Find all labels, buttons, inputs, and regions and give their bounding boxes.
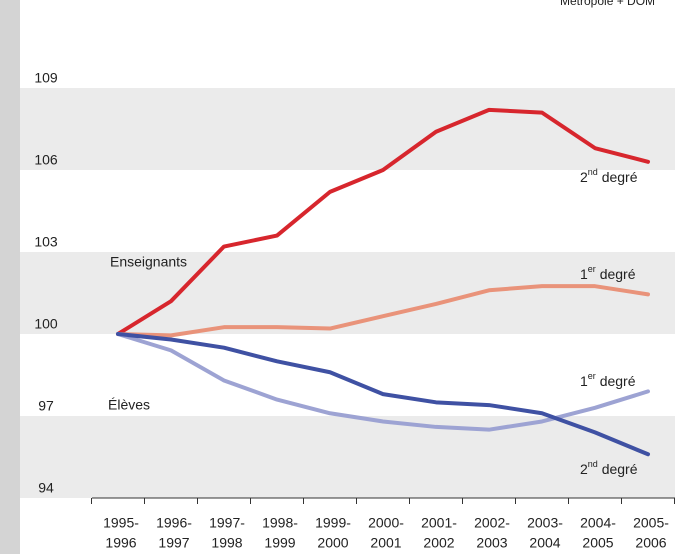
series-label: 2nd degré: [580, 459, 638, 476]
label-part: degré: [598, 169, 638, 185]
y-tick-label: 106: [34, 152, 58, 168]
series-label: 2nd degré: [580, 167, 638, 184]
annotation: Enseignants: [110, 254, 187, 270]
x-tick-label: 2002: [423, 535, 454, 551]
x-tick-label: 2000-: [368, 515, 404, 531]
label-part: 2: [580, 461, 588, 477]
x-tick-label: 2002-: [474, 515, 510, 531]
label-part: er: [588, 371, 596, 381]
grid-band: [20, 88, 675, 170]
series-label: 1er degré: [580, 264, 636, 281]
x-tick-label: 1999-: [315, 515, 351, 531]
x-tick-label: 2001: [370, 535, 401, 551]
x-tick-label: 1999: [264, 535, 295, 551]
y-tick-label: 97: [38, 398, 54, 414]
label-part: 1: [580, 373, 588, 389]
annotation: Élèves: [108, 397, 150, 413]
y-tick-label: 103: [34, 234, 58, 250]
label-part: nd: [588, 459, 598, 469]
x-tick-label: 2003: [476, 535, 507, 551]
x-tick-label: 1996: [105, 535, 136, 551]
label-part: degré: [596, 373, 636, 389]
x-tick-label: 2006: [635, 535, 666, 551]
x-tick-label: 1996-: [156, 515, 192, 531]
y-tick-label: 109: [34, 70, 58, 86]
x-tick-label: 2000: [317, 535, 348, 551]
label-part: degré: [598, 461, 638, 477]
x-tick-label: 1998: [211, 535, 242, 551]
chart-subtitle: Métropole + DOM: [560, 0, 655, 8]
x-tick-label: 2005: [582, 535, 613, 551]
grid-band: [20, 252, 675, 334]
x-tick-label: 1998-: [262, 515, 298, 531]
label-part: 2: [580, 169, 588, 185]
series-line: [116, 284, 650, 338]
grid-band: [20, 416, 675, 498]
label-part: er: [588, 264, 596, 274]
x-tick-label: 2004: [529, 535, 560, 551]
label-part: degré: [596, 266, 636, 282]
series-line: [116, 107, 650, 336]
x-tick-label: 2005-: [633, 515, 669, 531]
x-tick-label: 1995-: [103, 515, 139, 531]
x-tick-label: 2004-: [580, 515, 616, 531]
x-tick-label: 1997-: [209, 515, 245, 531]
label-part: 1: [580, 266, 588, 282]
series-label: 1er degré: [580, 371, 636, 388]
series-line: [116, 332, 650, 432]
y-tick-label: 94: [38, 480, 54, 496]
x-tick-label: 1997: [158, 535, 189, 551]
label-part: nd: [588, 167, 598, 177]
side-strip: [0, 0, 20, 554]
x-tick-label: 2003-: [527, 515, 563, 531]
x-tick-label: 2001-: [421, 515, 457, 531]
series-line: [116, 332, 650, 457]
y-tick-label: 100: [34, 316, 58, 332]
